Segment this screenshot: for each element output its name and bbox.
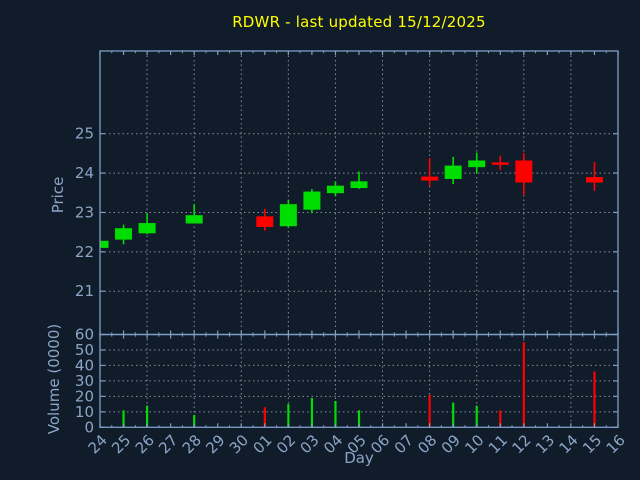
svg-text:15: 15 [579,431,605,457]
chart-title: RDWR - last updated 15/12/2025 [232,13,486,31]
svg-text:0: 0 [84,418,94,436]
svg-text:40: 40 [75,356,94,374]
svg-text:23: 23 [75,203,94,221]
day-axis-label: Day [344,449,374,467]
svg-text:29: 29 [202,431,228,457]
svg-text:25: 25 [75,125,94,143]
svg-text:14: 14 [556,431,582,457]
svg-text:09: 09 [438,431,464,457]
svg-text:30: 30 [226,431,252,457]
svg-text:24: 24 [75,164,94,182]
svg-text:60: 60 [75,326,94,344]
svg-text:10: 10 [75,403,94,421]
svg-text:02: 02 [273,431,299,457]
svg-text:08: 08 [414,431,440,457]
svg-text:10: 10 [461,431,487,457]
svg-text:21: 21 [75,282,94,300]
svg-text:50: 50 [75,341,94,359]
svg-text:28: 28 [179,431,205,457]
price-axis-label: Price [49,176,67,214]
svg-text:13: 13 [532,431,558,457]
svg-text:26: 26 [132,431,158,457]
svg-text:20: 20 [75,387,94,405]
svg-text:16: 16 [603,431,629,457]
svg-text:11: 11 [485,431,511,457]
volume-axis-label: Volume (0000) [45,323,63,435]
svg-text:12: 12 [508,431,534,457]
svg-text:22: 22 [75,243,94,261]
svg-text:25: 25 [108,431,134,457]
svg-text:30: 30 [75,372,94,390]
svg-text:27: 27 [155,431,181,457]
svg-text:01: 01 [249,431,275,457]
